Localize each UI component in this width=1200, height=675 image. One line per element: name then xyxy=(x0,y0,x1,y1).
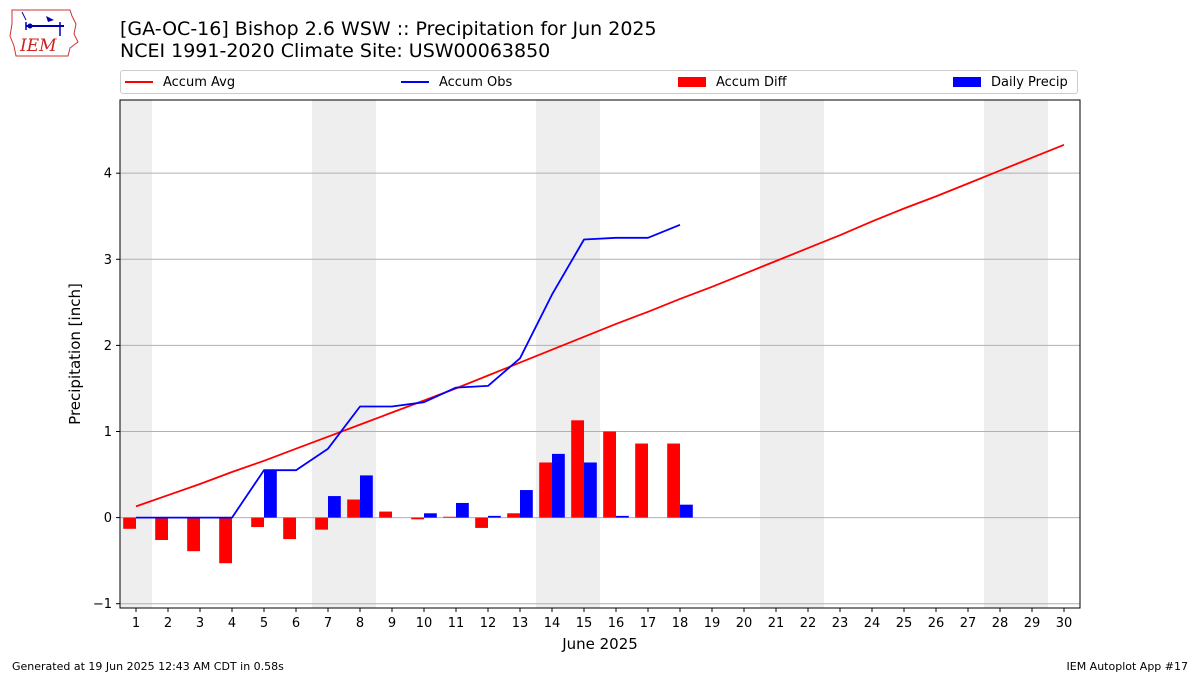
x-tick-label-25: 25 xyxy=(896,616,913,631)
x-tick-label-4: 4 xyxy=(228,616,236,631)
x-tick-label-13: 13 xyxy=(512,616,529,631)
daily-precip-bar-day-8 xyxy=(360,475,373,518)
accum-diff-bar-day-3 xyxy=(187,517,200,552)
accum-diff-bar-day-2 xyxy=(155,517,168,540)
legend: Accum Avg Accum Obs Accum Diff Daily Pre… xyxy=(120,70,1078,94)
x-tick-label-24: 24 xyxy=(864,616,881,631)
x-tick-label-8: 8 xyxy=(356,616,364,631)
accum-diff-bar-day-9 xyxy=(379,511,392,518)
accum-diff-bar-day-1 xyxy=(123,517,136,529)
legend-swatch-accum-avg xyxy=(125,80,153,83)
x-tick-label-10: 10 xyxy=(416,616,433,631)
legend-swatch-accum-obs xyxy=(401,80,429,83)
x-tick-label-20: 20 xyxy=(736,616,753,631)
daily-precip-bar-day-15 xyxy=(584,462,597,518)
accum-diff-bar-day-12 xyxy=(475,517,488,528)
accum-diff-bar-day-14 xyxy=(539,462,552,518)
x-tick-label-30: 30 xyxy=(1056,616,1073,631)
x-tick-label-11: 11 xyxy=(448,616,465,631)
accum-obs-line xyxy=(136,223,681,519)
y-axis-label: Precipitation [inch] xyxy=(66,283,84,425)
accum-diff-bar-day-15 xyxy=(571,420,584,518)
accum-diff-bar-day-18 xyxy=(667,443,680,518)
x-tick-label-21: 21 xyxy=(768,616,785,631)
y-tick-label-4: 4 xyxy=(104,167,112,182)
iowa-outline xyxy=(9,9,79,57)
x-tick-label-29: 29 xyxy=(1024,616,1041,631)
x-tick-label-14: 14 xyxy=(544,616,561,631)
y-tick-label-1: 1 xyxy=(104,425,112,440)
chart-subtitle: NCEI 1991-2020 Climate Site: USW00063850 xyxy=(120,40,551,62)
daily-precip-bar-day-16 xyxy=(616,515,629,518)
legend-swatch-daily-precip xyxy=(953,76,981,87)
x-tick-label-12: 12 xyxy=(480,616,497,631)
daily-precip-bar-day-7 xyxy=(328,496,341,518)
x-tick-label-2: 2 xyxy=(164,616,172,631)
legend-label-daily-precip: Daily Precip xyxy=(991,75,1068,90)
accum-diff-bar-day-17 xyxy=(635,443,648,518)
x-tick-label-16: 16 xyxy=(608,616,625,631)
y-tick-label-0: 0 xyxy=(104,511,112,526)
x-tick-label-15: 15 xyxy=(576,616,593,631)
accum-diff-bar-day-10 xyxy=(411,517,424,520)
accum-avg-line xyxy=(135,143,1065,508)
x-tick-label-7: 7 xyxy=(324,616,332,631)
x-tick-label-28: 28 xyxy=(992,616,1009,631)
x-tick-label-26: 26 xyxy=(928,616,945,631)
legend-item-daily-precip: Daily Precip xyxy=(953,74,1068,92)
legend-swatch-accum-diff xyxy=(678,76,706,87)
legend-item-accum-diff: Accum Diff xyxy=(678,74,787,92)
weekend-shade-3 xyxy=(760,100,824,608)
accum-diff-bar-day-5 xyxy=(251,517,264,528)
accum-diff-bar-day-6 xyxy=(283,517,296,540)
logo-text: IEM xyxy=(19,36,57,56)
y-tick-label-2: 2 xyxy=(104,339,112,354)
footer-app: IEM Autoplot App #17 xyxy=(1066,660,1189,673)
x-tick-label-19: 19 xyxy=(704,616,721,631)
legend-label-accum-avg: Accum Avg xyxy=(163,75,236,90)
x-tick-label-23: 23 xyxy=(832,616,849,631)
x-tick-label-5: 5 xyxy=(260,616,268,631)
legend-label-accum-diff: Accum Diff xyxy=(716,75,787,90)
accum-diff-bar-day-7 xyxy=(315,517,328,530)
accum-diff-bar-day-16 xyxy=(603,431,616,518)
x-tick-label-3: 3 xyxy=(196,616,204,631)
x-tick-label-22: 22 xyxy=(800,616,817,631)
accum-diff-bar-day-11 xyxy=(443,516,456,518)
footer-generated: Generated at 19 Jun 2025 12:43 AM CDT in… xyxy=(12,660,284,673)
plot-frame xyxy=(119,99,1081,609)
y-tick-label-3: 3 xyxy=(104,253,112,268)
daily-precip-bar-day-10 xyxy=(424,513,437,518)
x-tick-label-9: 9 xyxy=(388,616,396,631)
x-tick-label-18: 18 xyxy=(672,616,689,631)
daily-precip-bar-day-5 xyxy=(264,470,277,518)
accum-diff-bar-day-13 xyxy=(507,513,520,518)
accum-diff-bar-day-4 xyxy=(219,517,232,564)
daily-precip-bar-day-18 xyxy=(680,504,693,518)
iem-logo: IEM xyxy=(9,9,79,57)
weekend-shade-1 xyxy=(312,100,376,608)
x-tick-label-1: 1 xyxy=(132,616,140,631)
x-tick-label-6: 6 xyxy=(292,616,300,631)
y-tick-label--1: −1 xyxy=(93,597,112,612)
daily-precip-bar-day-11 xyxy=(456,502,469,518)
chart-title: [GA-OC-16] Bishop 2.6 WSW :: Precipitati… xyxy=(120,18,657,40)
legend-item-accum-obs: Accum Obs xyxy=(401,74,512,92)
daily-precip-bar-day-13 xyxy=(520,490,533,518)
x-tick-label-17: 17 xyxy=(640,616,657,631)
accum-diff-bar-day-8 xyxy=(347,499,360,518)
legend-label-accum-obs: Accum Obs xyxy=(439,75,513,90)
weekend-shade-0 xyxy=(120,100,152,608)
x-tick-label-27: 27 xyxy=(960,616,977,631)
legend-item-accum-avg: Accum Avg xyxy=(125,74,235,92)
daily-precip-bar-day-14 xyxy=(552,453,565,518)
x-axis-label: June 2025 xyxy=(561,635,638,653)
weekend-shade-2 xyxy=(536,100,600,608)
weekend-shade-4 xyxy=(984,100,1048,608)
daily-precip-bar-day-12 xyxy=(488,515,501,518)
